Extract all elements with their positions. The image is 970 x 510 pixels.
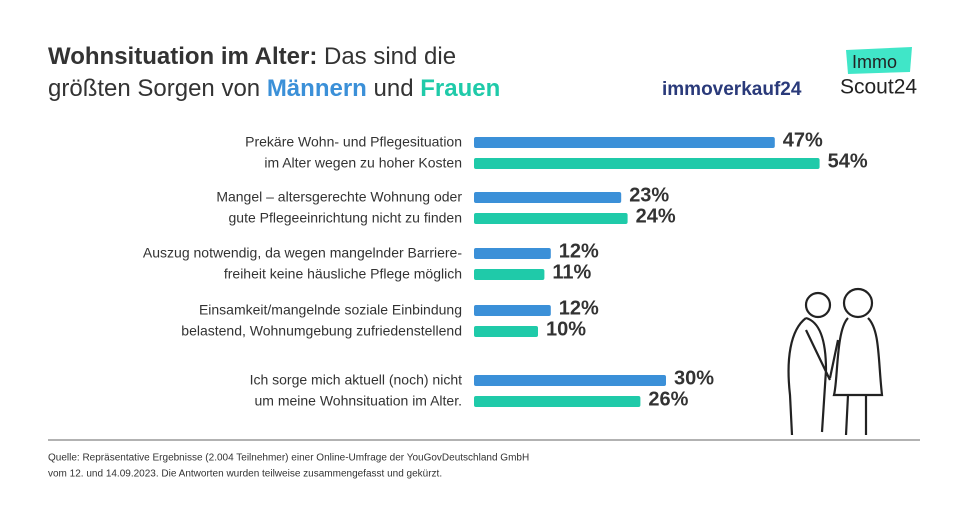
value-label: 12% [559, 240, 599, 262]
value-label: 54% [828, 150, 868, 172]
bar [474, 248, 551, 259]
title-part: Das sind die [324, 43, 456, 70]
title-part: größten Sorgen von [48, 75, 260, 102]
category-label: freiheit keine häusliche Pflege möglich [224, 266, 462, 282]
category-label: Ich sorge mich aktuell (noch) nicht [250, 372, 463, 388]
category-label: Einsamkeit/mangelnde soziale Einbindung [199, 302, 462, 318]
category-label: gute Pflegeeinrichtung nicht zu finden [229, 210, 463, 226]
title-line-1: Wohnsituation im Alter: Das sind die [48, 43, 456, 70]
value-label: 30% [674, 367, 714, 389]
title-line-2: größten Sorgen von Männern und Frauen [48, 75, 500, 102]
category-label: belastend, Wohnumgebung zufriedenstellen… [181, 323, 462, 339]
source: vom 12. und 14.09.2023. Die Antworten wu… [48, 469, 442, 480]
legend-entry: Männern [267, 75, 367, 102]
category-label: Auszug notwendig, da wegen mangelnder Ba… [143, 245, 462, 261]
value-label: 26% [648, 388, 688, 410]
category-label: Prekäre Wohn- und Pflegesituation [245, 134, 462, 150]
logo-immoverkauf: immoverkauf24 [662, 79, 802, 100]
category-label: um meine Wohnsituation im Alter. [254, 393, 462, 409]
value-label: 47% [783, 129, 823, 151]
illustration [787, 287, 884, 436]
bar [474, 158, 820, 169]
bar [474, 375, 666, 386]
category-label: Mangel – altersgerechte Wohnung oder [216, 189, 462, 205]
logo-scout: Scout24 [840, 76, 917, 99]
bar [474, 192, 622, 203]
value-label: 12% [559, 297, 599, 319]
title-part: Wohnsituation im Alter: [48, 43, 317, 70]
logo-bg [846, 47, 912, 74]
category-label: im Alter wegen zu hoher Kosten [264, 155, 462, 171]
source: Quelle: Repräsentative Ergebnisse (2.004… [48, 453, 529, 464]
value-label: 24% [636, 205, 676, 227]
bar [474, 269, 545, 280]
bar [474, 137, 775, 148]
bar [474, 396, 641, 407]
bar [474, 305, 551, 316]
logo-immo: Immo [852, 52, 897, 72]
value-label: 10% [546, 318, 586, 340]
value-label: 11% [552, 261, 591, 283]
bar [474, 326, 538, 337]
bar [474, 213, 628, 224]
value-label: 23% [629, 184, 669, 206]
title-part: und [374, 75, 414, 102]
legend-entry: Frauen [420, 75, 500, 102]
